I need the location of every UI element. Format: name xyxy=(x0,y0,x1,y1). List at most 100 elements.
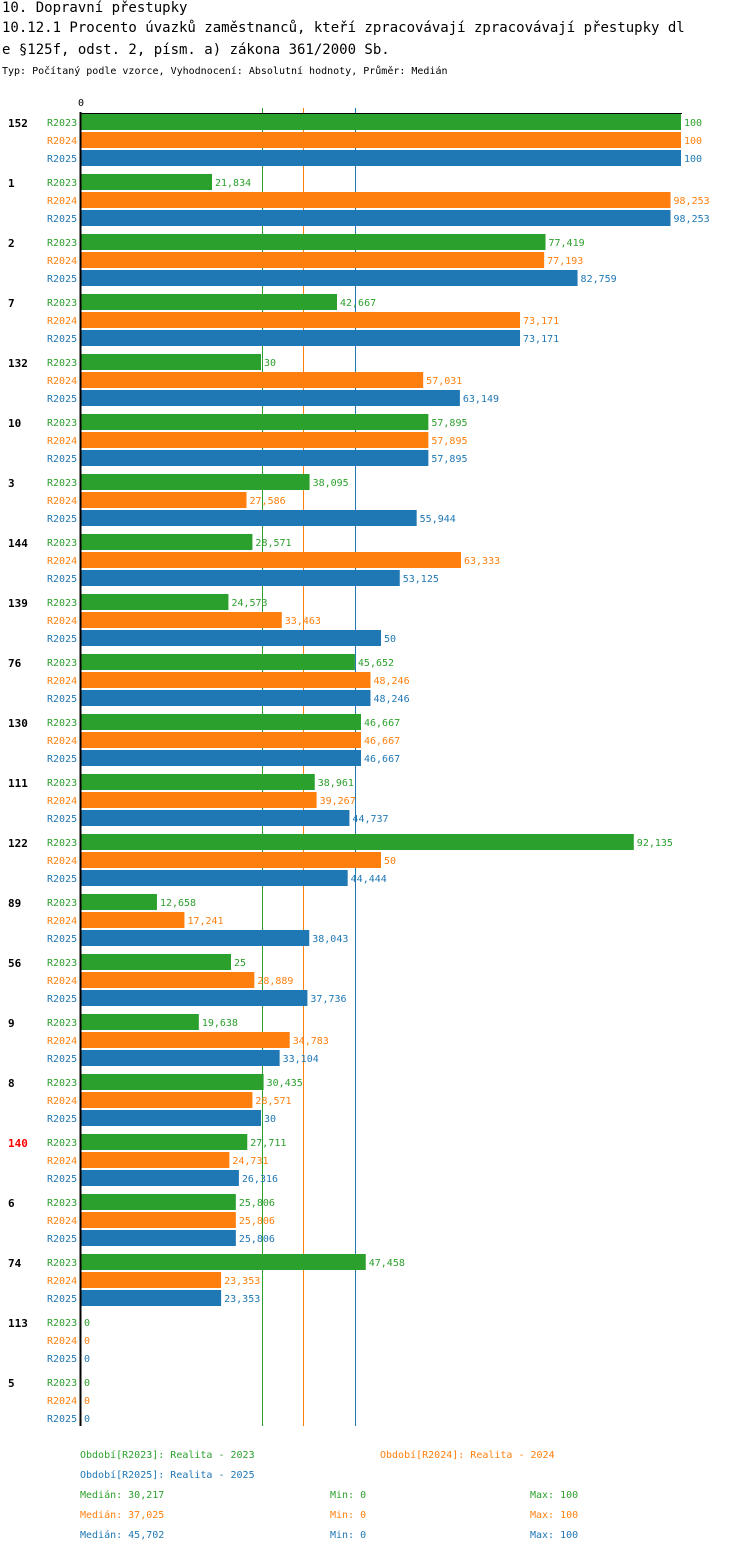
data-label-5-r2023: 0 xyxy=(84,1378,90,1389)
data-label-140-r2024: 24,731 xyxy=(232,1156,268,1167)
data-label-1-r2024: 98,253 xyxy=(674,196,710,207)
bar-7-r2023 xyxy=(81,294,338,310)
series-label-r2024: R2024 xyxy=(47,736,77,747)
data-label-6-r2025: 25,806 xyxy=(239,1234,275,1245)
series-label-r2025: R2025 xyxy=(47,454,77,465)
data-label-76-r2025: 48,246 xyxy=(373,694,409,705)
bar-76-r2023 xyxy=(81,654,355,670)
category-label-74: 74 xyxy=(8,1257,22,1270)
series-label-r2025: R2025 xyxy=(47,934,77,945)
category-label-76: 76 xyxy=(8,657,22,670)
series-label-r2023: R2023 xyxy=(47,658,77,669)
stat-max-r2023: Max: 100 xyxy=(530,1490,579,1501)
bar-6-r2023 xyxy=(81,1194,236,1210)
series-label-r2023: R2023 xyxy=(47,778,77,789)
bar-8-r2023 xyxy=(81,1074,264,1090)
data-label-7-r2025: 73,171 xyxy=(523,334,559,345)
legend-period-r2024: Období[R2024]: Realita - 2024 xyxy=(380,1450,555,1461)
data-label-89-r2023: 12,658 xyxy=(160,898,196,909)
data-label-56-r2025: 37,736 xyxy=(310,994,346,1005)
data-label-113-r2025: 0 xyxy=(84,1354,90,1365)
series-label-r2024: R2024 xyxy=(47,436,77,447)
bar-144-r2025 xyxy=(81,570,400,586)
legend-period-r2025: Období[R2025]: Realita - 2025 xyxy=(80,1470,255,1481)
bar-9-r2025 xyxy=(81,1050,280,1066)
series-label-r2023: R2023 xyxy=(47,118,77,129)
data-label-130-r2023: 46,667 xyxy=(364,718,400,729)
data-label-10-r2023: 57,895 xyxy=(431,418,467,429)
data-label-132-r2024: 57,031 xyxy=(426,376,462,387)
bar-76-r2024 xyxy=(81,672,371,688)
bar-144-r2024 xyxy=(81,552,461,568)
category-label-139: 139 xyxy=(8,597,28,610)
series-label-r2023: R2023 xyxy=(47,598,77,609)
bar-3-r2025 xyxy=(81,510,417,526)
series-label-r2024: R2024 xyxy=(47,376,77,387)
chart-title-line-1: 10.12.1 Procento úvazků zaměstnanců, kte… xyxy=(2,20,685,36)
series-label-r2025: R2025 xyxy=(47,514,77,525)
data-label-2-r2023: 77,419 xyxy=(549,238,585,249)
category-label-130: 130 xyxy=(8,717,28,730)
series-label-r2025: R2025 xyxy=(47,574,77,585)
series-label-r2025: R2025 xyxy=(47,754,77,765)
data-label-6-r2024: 25,806 xyxy=(239,1216,275,1227)
data-label-1-r2023: 21,834 xyxy=(215,178,251,189)
data-label-144-r2025: 53,125 xyxy=(403,574,439,585)
bar-122-r2023 xyxy=(81,834,634,850)
data-label-152-r2024: 100 xyxy=(684,136,702,147)
bar-2-r2023 xyxy=(81,234,546,250)
data-label-74-r2024: 23,353 xyxy=(224,1276,260,1287)
series-label-r2025: R2025 xyxy=(47,694,77,705)
data-label-8-r2024: 28,571 xyxy=(255,1096,291,1107)
stat-min-r2025: Min: 0 xyxy=(330,1530,367,1541)
data-label-130-r2025: 46,667 xyxy=(364,754,400,765)
bar-89-r2024 xyxy=(81,912,185,928)
bar-140-r2024 xyxy=(81,1152,230,1168)
bar-139-r2023 xyxy=(81,594,229,610)
data-label-3-r2023: 38,095 xyxy=(313,478,349,489)
data-label-10-r2025: 57,895 xyxy=(431,454,467,465)
series-label-r2025: R2025 xyxy=(47,334,77,345)
series-label-r2025: R2025 xyxy=(47,1174,77,1185)
category-label-56: 56 xyxy=(8,957,22,970)
series-label-r2025: R2025 xyxy=(47,154,77,165)
bar-89-r2023 xyxy=(81,894,157,910)
data-label-8-r2023: 30,435 xyxy=(267,1078,303,1089)
bar-8-r2025 xyxy=(81,1110,261,1126)
data-label-1-r2025: 98,253 xyxy=(674,214,710,225)
series-label-r2023: R2023 xyxy=(47,718,77,729)
bar-140-r2025 xyxy=(81,1170,239,1186)
bar-6-r2024 xyxy=(81,1212,236,1228)
series-label-r2025: R2025 xyxy=(47,814,77,825)
data-label-76-r2024: 48,246 xyxy=(373,676,409,687)
series-label-r2025: R2025 xyxy=(47,1414,77,1425)
category-label-6: 6 xyxy=(8,1197,15,1210)
bar-1-r2023 xyxy=(81,174,213,190)
bar-152-r2023 xyxy=(81,114,681,130)
series-label-r2024: R2024 xyxy=(47,1396,77,1407)
bar-56-r2023 xyxy=(81,954,231,970)
series-label-r2024: R2024 xyxy=(47,1216,77,1227)
data-label-152-r2023: 100 xyxy=(684,118,702,129)
axis-zero-label: 0 xyxy=(78,98,84,109)
series-label-r2023: R2023 xyxy=(47,1318,77,1329)
data-label-7-r2024: 73,171 xyxy=(523,316,559,327)
bar-140-r2023 xyxy=(81,1134,248,1150)
data-label-2-r2024: 77,193 xyxy=(547,256,583,267)
series-label-r2024: R2024 xyxy=(47,1336,77,1347)
bar-8-r2024 xyxy=(81,1092,253,1108)
bar-6-r2025 xyxy=(81,1230,236,1246)
data-label-9-r2023: 19,638 xyxy=(202,1018,238,1029)
category-label-7: 7 xyxy=(8,297,15,310)
bar-2-r2025 xyxy=(81,270,578,286)
bar-111-r2025 xyxy=(81,810,350,826)
series-label-r2023: R2023 xyxy=(47,418,77,429)
data-label-144-r2023: 28,571 xyxy=(255,538,291,549)
data-label-74-r2025: 23,353 xyxy=(224,1294,260,1305)
legend-period-r2023: Období[R2023]: Realita - 2023 xyxy=(80,1450,255,1461)
stat-median-r2023: Medián: 30,217 xyxy=(80,1490,165,1501)
series-label-r2025: R2025 xyxy=(47,214,77,225)
series-label-r2024: R2024 xyxy=(47,316,77,327)
data-label-6-r2023: 25,806 xyxy=(239,1198,275,1209)
